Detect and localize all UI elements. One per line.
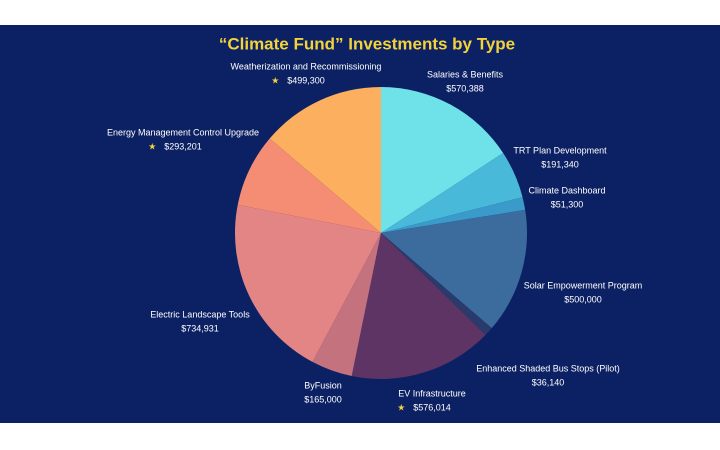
slice-label: Solar Empowerment Program [524, 280, 643, 290]
slice-value: $51,300 [551, 199, 584, 209]
slice-label: TRT Plan Development [513, 145, 607, 155]
pie-slice [381, 209, 527, 329]
slice-value: $36,140 [532, 377, 565, 387]
slice-label: Weatherization and Recommissioning [231, 61, 382, 71]
slice-label: Energy Management Control Upgrade [107, 127, 259, 137]
star-icon: ★ [397, 402, 405, 412]
star-icon: ★ [148, 141, 156, 151]
pie-slice [381, 87, 504, 233]
slice-value: $500,000 [564, 294, 602, 304]
pie-slice [351, 233, 486, 379]
pie-slice [381, 233, 492, 335]
slice-label: Electric Landscape Tools [150, 309, 250, 319]
slice-label: Climate Dashboard [528, 185, 605, 195]
slice-label: Salaries & Benefits [427, 69, 504, 79]
slice-value: $576,014 [413, 402, 451, 412]
star-icon: ★ [271, 75, 279, 85]
pie-slice [381, 152, 523, 233]
pie-slice [269, 87, 381, 233]
slice-label: Enhanced Shaded Bus Stops (Pilot) [476, 363, 620, 373]
pie-slice [237, 138, 381, 233]
pie-slice [235, 204, 381, 362]
slice-value: $191,340 [541, 159, 579, 169]
slice-value: $499,300 [287, 75, 325, 85]
slice-value: $734,931 [181, 323, 219, 333]
pie-slice [312, 233, 381, 377]
pie-slice [381, 197, 526, 233]
slice-value: $165,000 [304, 394, 342, 404]
slice-label: EV Infrastructure [398, 388, 466, 398]
slice-value: $570,388 [446, 83, 484, 93]
slice-value: $293,201 [164, 141, 202, 151]
chart-title: “Climate Fund” Investments by Type [219, 34, 515, 53]
slice-label: ByFusion [304, 380, 342, 390]
